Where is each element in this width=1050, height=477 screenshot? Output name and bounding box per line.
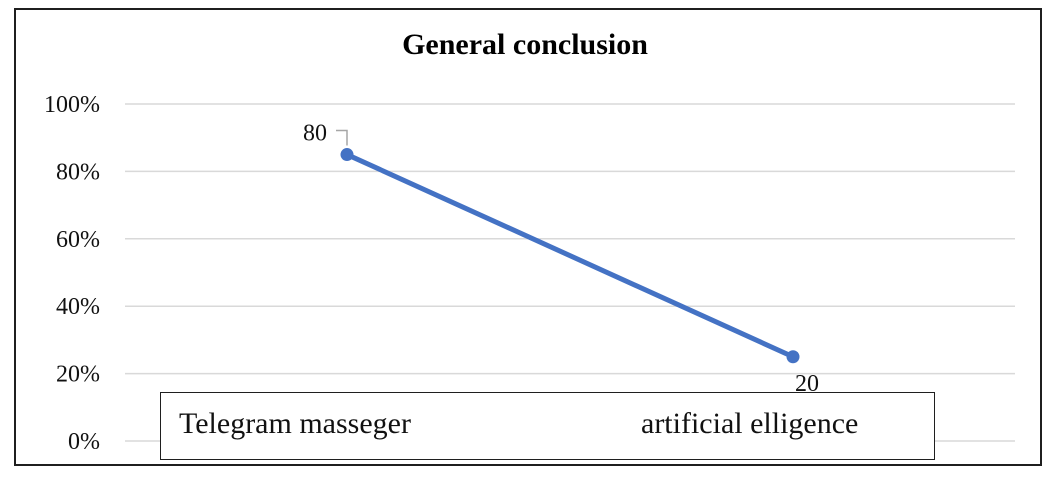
data-label: 80 — [303, 121, 327, 147]
y-tick-label: 100% — [44, 92, 100, 118]
category-label-box: Telegram masseger artificial elligence — [160, 392, 935, 460]
y-tick-label: 80% — [56, 159, 100, 185]
category-label-ai: artificial elligence — [641, 407, 859, 440]
data-point — [786, 350, 800, 364]
data-point — [340, 148, 354, 162]
gridlines — [125, 103, 1015, 442]
chart-title: General conclusion — [402, 28, 648, 61]
y-tick-label: 40% — [56, 294, 100, 320]
data-label-leader — [336, 129, 348, 146]
series-layer — [340, 148, 800, 364]
y-tick-label: 0% — [68, 429, 100, 455]
category-label-telegram: Telegram masseger — [179, 407, 411, 440]
y-tick-label: 20% — [56, 362, 100, 388]
y-tick-label: 60% — [56, 227, 100, 253]
series-line — [344, 152, 796, 360]
y-axis-ticks: 0% 20% 40% 60% 80% 100% — [44, 92, 100, 455]
